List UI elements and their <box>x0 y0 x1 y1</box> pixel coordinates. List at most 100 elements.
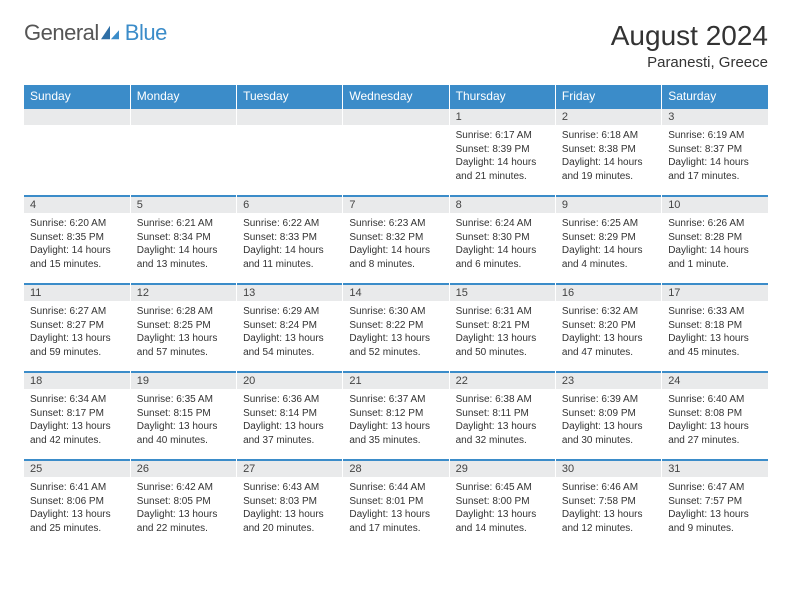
calendar-day-cell: 30Sunrise: 6:46 AMSunset: 7:58 PMDayligh… <box>555 459 661 547</box>
day-details: Sunrise: 6:31 AMSunset: 8:21 PMDaylight:… <box>450 301 555 363</box>
calendar-day-cell: 19Sunrise: 6:35 AMSunset: 8:15 PMDayligh… <box>130 371 236 459</box>
day-number: 22 <box>450 371 555 389</box>
calendar-day-cell: 4Sunrise: 6:20 AMSunset: 8:35 PMDaylight… <box>24 195 130 283</box>
calendar-day-cell: 3Sunrise: 6:19 AMSunset: 8:37 PMDaylight… <box>662 107 768 195</box>
calendar-day-cell: 6Sunrise: 6:22 AMSunset: 8:33 PMDaylight… <box>237 195 343 283</box>
calendar-day-cell: 9Sunrise: 6:25 AMSunset: 8:29 PMDaylight… <box>555 195 661 283</box>
weekday-header: Monday <box>130 85 236 107</box>
day-details: Sunrise: 6:39 AMSunset: 8:09 PMDaylight:… <box>556 389 661 451</box>
day-number: 14 <box>343 283 448 301</box>
day-number: 20 <box>237 371 342 389</box>
day-number: 24 <box>662 371 768 389</box>
logo-text-part2: Blue <box>125 20 167 46</box>
day-details: Sunrise: 6:23 AMSunset: 8:32 PMDaylight:… <box>343 213 448 275</box>
day-details: Sunrise: 6:20 AMSunset: 8:35 PMDaylight:… <box>24 213 130 275</box>
calendar-day-cell: 22Sunrise: 6:38 AMSunset: 8:11 PMDayligh… <box>449 371 555 459</box>
day-details: Sunrise: 6:26 AMSunset: 8:28 PMDaylight:… <box>662 213 768 275</box>
calendar-week-row: 18Sunrise: 6:34 AMSunset: 8:17 PMDayligh… <box>24 371 768 459</box>
calendar-day-cell: 26Sunrise: 6:42 AMSunset: 8:05 PMDayligh… <box>130 459 236 547</box>
calendar-day-cell: 23Sunrise: 6:39 AMSunset: 8:09 PMDayligh… <box>555 371 661 459</box>
day-details: Sunrise: 6:33 AMSunset: 8:18 PMDaylight:… <box>662 301 768 363</box>
day-number: 23 <box>556 371 661 389</box>
day-details: Sunrise: 6:38 AMSunset: 8:11 PMDaylight:… <box>450 389 555 451</box>
day-number-empty <box>24 107 130 125</box>
day-details: Sunrise: 6:34 AMSunset: 8:17 PMDaylight:… <box>24 389 130 451</box>
day-number: 19 <box>131 371 236 389</box>
weekday-header: Saturday <box>662 85 768 107</box>
calendar-day-cell: 2Sunrise: 6:18 AMSunset: 8:38 PMDaylight… <box>555 107 661 195</box>
day-details: Sunrise: 6:30 AMSunset: 8:22 PMDaylight:… <box>343 301 448 363</box>
day-details: Sunrise: 6:40 AMSunset: 8:08 PMDaylight:… <box>662 389 768 451</box>
calendar-day-cell: 24Sunrise: 6:40 AMSunset: 8:08 PMDayligh… <box>662 371 768 459</box>
day-number: 2 <box>556 107 661 125</box>
day-details: Sunrise: 6:43 AMSunset: 8:03 PMDaylight:… <box>237 477 342 539</box>
calendar-day-cell: 16Sunrise: 6:32 AMSunset: 8:20 PMDayligh… <box>555 283 661 371</box>
weekday-header: Wednesday <box>343 85 449 107</box>
location: Paranesti, Greece <box>611 54 768 71</box>
day-details: Sunrise: 6:47 AMSunset: 7:57 PMDaylight:… <box>662 477 768 539</box>
day-number: 8 <box>450 195 555 213</box>
calendar-day-cell: 18Sunrise: 6:34 AMSunset: 8:17 PMDayligh… <box>24 371 130 459</box>
day-details: Sunrise: 6:41 AMSunset: 8:06 PMDaylight:… <box>24 477 130 539</box>
logo: General Blue <box>24 20 167 46</box>
calendar-day-cell: 27Sunrise: 6:43 AMSunset: 8:03 PMDayligh… <box>237 459 343 547</box>
calendar-day-cell: 20Sunrise: 6:36 AMSunset: 8:14 PMDayligh… <box>237 371 343 459</box>
calendar-week-row: 25Sunrise: 6:41 AMSunset: 8:06 PMDayligh… <box>24 459 768 547</box>
weekday-header: Thursday <box>449 85 555 107</box>
weekday-header: Sunday <box>24 85 130 107</box>
day-details: Sunrise: 6:45 AMSunset: 8:00 PMDaylight:… <box>450 477 555 539</box>
day-number: 6 <box>237 195 342 213</box>
day-details: Sunrise: 6:25 AMSunset: 8:29 PMDaylight:… <box>556 213 661 275</box>
day-details: Sunrise: 6:19 AMSunset: 8:37 PMDaylight:… <box>662 125 768 187</box>
day-number: 15 <box>450 283 555 301</box>
day-details: Sunrise: 6:37 AMSunset: 8:12 PMDaylight:… <box>343 389 448 451</box>
calendar-day-cell <box>237 107 343 195</box>
day-number: 1 <box>450 107 555 125</box>
day-number-empty <box>131 107 236 125</box>
calendar-day-cell: 8Sunrise: 6:24 AMSunset: 8:30 PMDaylight… <box>449 195 555 283</box>
calendar-day-cell: 25Sunrise: 6:41 AMSunset: 8:06 PMDayligh… <box>24 459 130 547</box>
day-details: Sunrise: 6:44 AMSunset: 8:01 PMDaylight:… <box>343 477 448 539</box>
day-details: Sunrise: 6:42 AMSunset: 8:05 PMDaylight:… <box>131 477 236 539</box>
calendar-day-cell <box>343 107 449 195</box>
day-number-empty <box>343 107 448 125</box>
calendar-day-cell <box>130 107 236 195</box>
weekday-header: Tuesday <box>237 85 343 107</box>
calendar-day-cell <box>24 107 130 195</box>
day-number: 12 <box>131 283 236 301</box>
calendar-day-cell: 12Sunrise: 6:28 AMSunset: 8:25 PMDayligh… <box>130 283 236 371</box>
day-details: Sunrise: 6:24 AMSunset: 8:30 PMDaylight:… <box>450 213 555 275</box>
calendar-week-row: 4Sunrise: 6:20 AMSunset: 8:35 PMDaylight… <box>24 195 768 283</box>
weekday-header: Friday <box>555 85 661 107</box>
calendar-day-cell: 14Sunrise: 6:30 AMSunset: 8:22 PMDayligh… <box>343 283 449 371</box>
day-details: Sunrise: 6:36 AMSunset: 8:14 PMDaylight:… <box>237 389 342 451</box>
day-number: 28 <box>343 459 448 477</box>
day-number: 17 <box>662 283 768 301</box>
day-number: 4 <box>24 195 130 213</box>
calendar-day-cell: 10Sunrise: 6:26 AMSunset: 8:28 PMDayligh… <box>662 195 768 283</box>
day-details: Sunrise: 6:27 AMSunset: 8:27 PMDaylight:… <box>24 301 130 363</box>
day-number: 25 <box>24 459 130 477</box>
day-number: 10 <box>662 195 768 213</box>
day-number: 16 <box>556 283 661 301</box>
page-header: General Blue August 2024 Paranesti, Gree… <box>24 20 768 71</box>
day-number: 11 <box>24 283 130 301</box>
day-details: Sunrise: 6:46 AMSunset: 7:58 PMDaylight:… <box>556 477 661 539</box>
day-number: 18 <box>24 371 130 389</box>
day-number: 7 <box>343 195 448 213</box>
calendar-table: Sunday Monday Tuesday Wednesday Thursday… <box>24 85 768 547</box>
calendar-page: General Blue August 2024 Paranesti, Gree… <box>0 0 792 567</box>
weekday-header-row: Sunday Monday Tuesday Wednesday Thursday… <box>24 85 768 107</box>
calendar-day-cell: 5Sunrise: 6:21 AMSunset: 8:34 PMDaylight… <box>130 195 236 283</box>
calendar-day-cell: 21Sunrise: 6:37 AMSunset: 8:12 PMDayligh… <box>343 371 449 459</box>
title-block: August 2024 Paranesti, Greece <box>611 20 768 71</box>
day-details: Sunrise: 6:17 AMSunset: 8:39 PMDaylight:… <box>450 125 555 187</box>
day-number: 26 <box>131 459 236 477</box>
calendar-day-cell: 31Sunrise: 6:47 AMSunset: 7:57 PMDayligh… <box>662 459 768 547</box>
day-number: 30 <box>556 459 661 477</box>
day-details: Sunrise: 6:22 AMSunset: 8:33 PMDaylight:… <box>237 213 342 275</box>
month-title: August 2024 <box>611 20 768 52</box>
calendar-day-cell: 29Sunrise: 6:45 AMSunset: 8:00 PMDayligh… <box>449 459 555 547</box>
calendar-day-cell: 28Sunrise: 6:44 AMSunset: 8:01 PMDayligh… <box>343 459 449 547</box>
day-number: 5 <box>131 195 236 213</box>
